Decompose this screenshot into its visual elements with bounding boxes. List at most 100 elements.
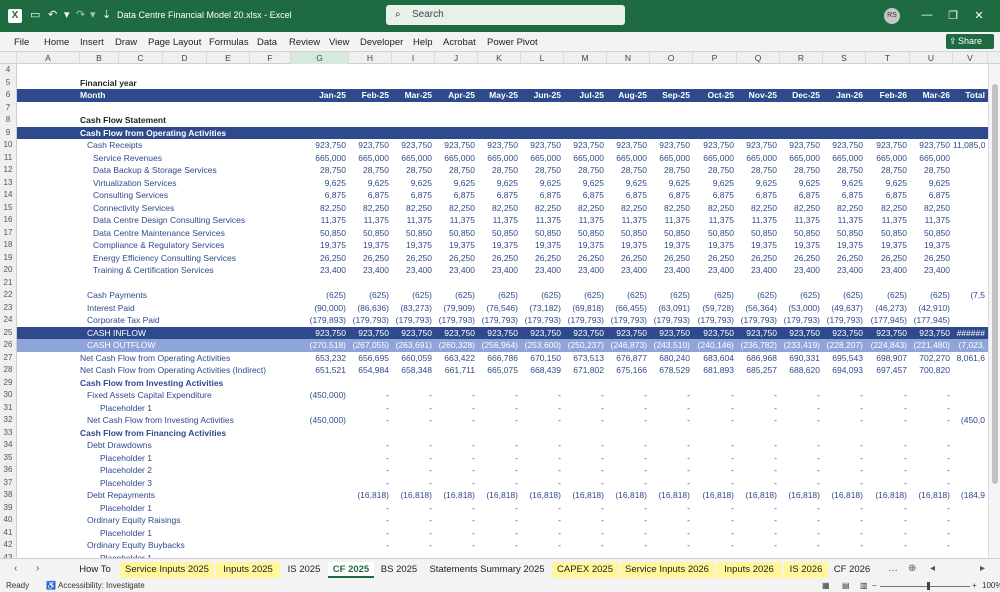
- month-header[interactable]: Nov-25: [748, 90, 777, 100]
- cell-value[interactable]: -: [731, 452, 734, 463]
- cell-value[interactable]: 28,750: [881, 165, 907, 175]
- cell-value[interactable]: -: [558, 477, 561, 488]
- row-label[interactable]: Placeholder 1: [100, 527, 152, 538]
- month-header[interactable]: Mar-25: [404, 90, 432, 100]
- cell-value[interactable]: 665,000: [746, 152, 777, 163]
- cell-value[interactable]: 26,250: [406, 252, 432, 263]
- cell-value[interactable]: 19,375: [363, 240, 389, 250]
- cell-value[interactable]: -: [644, 502, 647, 513]
- row-label[interactable]: Net Cash Flow from Investing Activities: [87, 415, 234, 425]
- cell-value[interactable]: -: [601, 477, 604, 488]
- cell-value[interactable]: 23,400: [406, 265, 432, 275]
- cell-value[interactable]: 670,150: [530, 352, 561, 363]
- cell-value[interactable]: (228,207): [826, 340, 863, 350]
- cell-value[interactable]: -: [644, 527, 647, 538]
- cell-value[interactable]: (625): [627, 290, 647, 300]
- cell-value[interactable]: 665,000: [832, 152, 863, 163]
- cell-value[interactable]: 665,000: [358, 152, 389, 163]
- cell-value[interactable]: -: [472, 477, 475, 488]
- customize-toolbar-icon[interactable]: ⇣: [102, 9, 112, 21]
- cell-value[interactable]: -: [601, 390, 604, 400]
- cell-value[interactable]: -: [644, 390, 647, 400]
- cell-value[interactable]: 50,850: [406, 227, 432, 238]
- cell-value[interactable]: -: [687, 540, 690, 550]
- row-header[interactable]: 12: [0, 164, 17, 177]
- cell-value[interactable]: 665,000: [659, 152, 690, 163]
- cell-value[interactable]: (16,818): [572, 490, 604, 500]
- row-label[interactable]: Energy Efficiency Consulting Services: [93, 252, 236, 263]
- row-header[interactable]: 35: [0, 451, 17, 464]
- cell-value[interactable]: -: [774, 502, 777, 513]
- cell-value[interactable]: (179,893): [309, 315, 346, 325]
- cell-value[interactable]: 82,250: [363, 202, 389, 213]
- sheet-tab-statements-summary-2025[interactable]: Statements Summary 2025: [429, 564, 545, 575]
- undo-icon[interactable]: ↶: [48, 9, 58, 21]
- column-header-S[interactable]: S: [823, 52, 866, 64]
- cell-value[interactable]: (253,600): [524, 340, 561, 350]
- column-header-K[interactable]: K: [478, 52, 521, 64]
- cell-value[interactable]: (625): [541, 290, 561, 300]
- row-header[interactable]: 36: [0, 464, 17, 477]
- cell-value[interactable]: 923,750: [746, 140, 777, 150]
- row-label[interactable]: Debt Repayments: [87, 490, 156, 500]
- cell-value[interactable]: 26,250: [664, 252, 690, 263]
- cell-value[interactable]: -: [774, 515, 777, 525]
- column-header-J[interactable]: J: [435, 52, 478, 64]
- cell-value[interactable]: (179,793): [352, 315, 389, 325]
- cell-value[interactable]: 26,250: [363, 252, 389, 263]
- cell-value[interactable]: -: [774, 402, 777, 413]
- cell-value[interactable]: 82,250: [578, 202, 604, 213]
- cell-value[interactable]: 666,786: [487, 352, 518, 363]
- column-header-A[interactable]: A: [17, 52, 80, 64]
- cell-value[interactable]: -: [947, 452, 950, 463]
- cell-value[interactable]: 656,695: [358, 352, 389, 363]
- row-label[interactable]: Interest Paid: [87, 302, 135, 313]
- cell-value[interactable]: -: [817, 515, 820, 525]
- cell-value[interactable]: 685,257: [746, 365, 777, 375]
- menu-power-pivot[interactable]: Power Pivot: [487, 37, 538, 48]
- row-header[interactable]: 17: [0, 226, 17, 239]
- cell-value[interactable]: 26,250: [621, 252, 647, 263]
- cell-value[interactable]: -: [558, 502, 561, 513]
- cell-value[interactable]: 82,250: [406, 202, 432, 213]
- row-header[interactable]: 6: [0, 89, 17, 102]
- cell-value[interactable]: 653,232: [315, 352, 346, 363]
- row-label[interactable]: CASH INFLOW: [87, 327, 147, 338]
- row-label[interactable]: Data Backup & Storage Services: [93, 165, 217, 175]
- month-header[interactable]: Sep-25: [662, 90, 690, 100]
- cell-value[interactable]: -: [774, 465, 777, 475]
- cell-value[interactable]: -: [644, 540, 647, 550]
- cell-value[interactable]: 82,250: [837, 202, 863, 213]
- cell-value[interactable]: 923,750: [616, 327, 647, 338]
- cell-value[interactable]: 668,439: [530, 365, 561, 375]
- column-header-E[interactable]: E: [207, 52, 250, 64]
- cell-value[interactable]: 698,907: [876, 352, 907, 363]
- cell-value[interactable]: 9,625: [453, 177, 475, 188]
- column-header-Q[interactable]: Q: [737, 52, 780, 64]
- menu-home[interactable]: Home: [44, 37, 70, 48]
- cell-value[interactable]: 50,850: [881, 227, 907, 238]
- menu-developer[interactable]: Developer: [360, 37, 404, 48]
- sheet-tab-service-inputs-2026[interactable]: Service Inputs 2026: [620, 562, 714, 578]
- cell-value[interactable]: 665,000: [919, 152, 950, 163]
- cell-value[interactable]: -: [947, 515, 950, 525]
- row-header[interactable]: 21: [0, 276, 17, 289]
- cell-value[interactable]: 19,375: [406, 240, 432, 250]
- cell-value[interactable]: -: [558, 465, 561, 475]
- month-header[interactable]: Total: [965, 90, 985, 100]
- cell-value[interactable]: 9,625: [712, 177, 734, 188]
- cell-value[interactable]: -: [601, 502, 604, 513]
- cell-value[interactable]: (66,455): [615, 302, 647, 313]
- cell-value[interactable]: (16,818): [443, 490, 475, 500]
- row-header[interactable]: 25: [0, 326, 17, 339]
- cell-value[interactable]: 19,375: [320, 240, 346, 250]
- tab-scroll-right-icon[interactable]: ›: [36, 563, 40, 574]
- cell-value[interactable]: 9,625: [668, 177, 690, 188]
- minimize-icon[interactable]: —: [921, 9, 933, 21]
- cell-value[interactable]: 50,850: [837, 227, 863, 238]
- cell-value[interactable]: 6,875: [885, 190, 907, 200]
- cell-value[interactable]: 23,400: [363, 265, 389, 275]
- cell-value[interactable]: -: [515, 515, 518, 525]
- cell-value[interactable]: 19,375: [449, 240, 475, 250]
- cell-value[interactable]: (625): [670, 290, 690, 300]
